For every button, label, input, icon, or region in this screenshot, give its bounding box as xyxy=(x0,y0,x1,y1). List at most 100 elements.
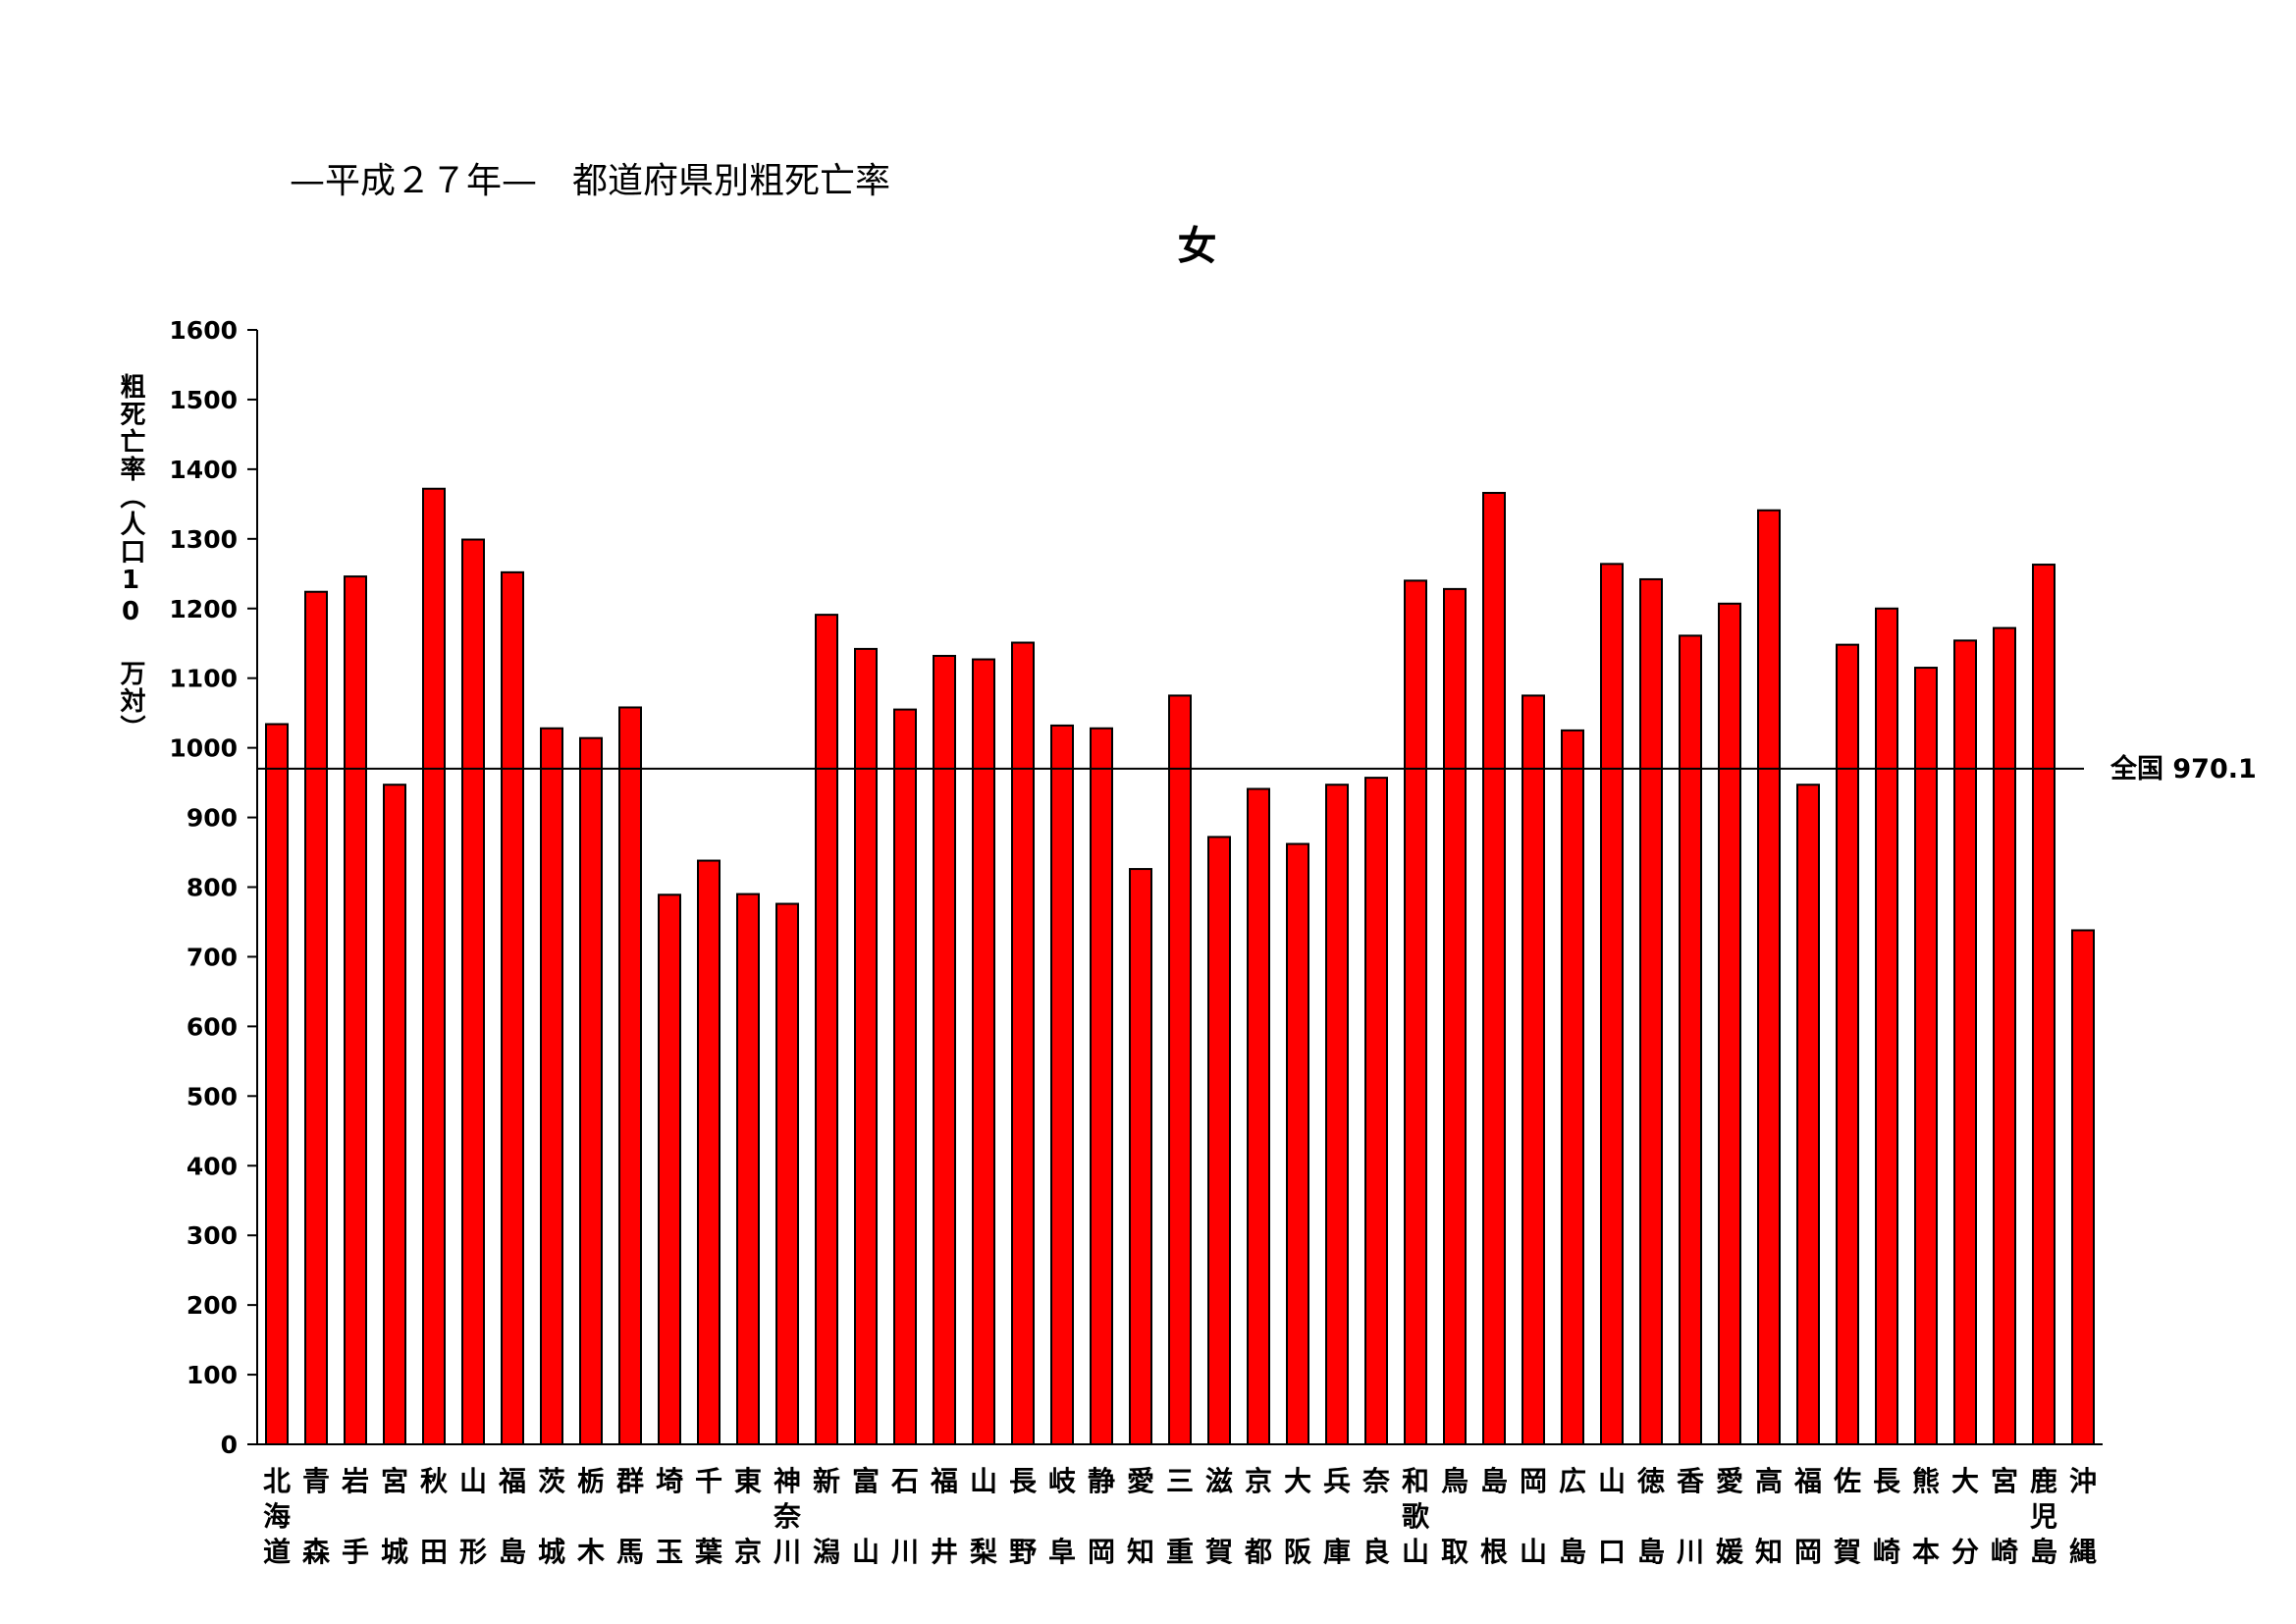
x-tick-label: 広島 xyxy=(1559,1465,1586,1568)
bar-神奈川 xyxy=(775,902,799,1445)
bar-福井 xyxy=(933,654,956,1445)
x-tick-label: 徳島 xyxy=(1636,1465,1665,1568)
x-tick-label: 神奈川 xyxy=(773,1465,802,1568)
y-tick-label: 0 xyxy=(221,1431,238,1459)
x-tick-label: 宮崎 xyxy=(1991,1465,2018,1568)
x-tick-label: 岡山 xyxy=(1520,1465,1547,1568)
y-tick-label: 500 xyxy=(187,1082,238,1110)
x-tick-label: 山梨 xyxy=(970,1465,997,1568)
bar-香川 xyxy=(1679,634,1702,1445)
bar-大阪 xyxy=(1286,842,1309,1445)
y-tick-label: 1400 xyxy=(169,456,238,484)
x-tick-label: 高知 xyxy=(1755,1465,1783,1568)
bar-愛知 xyxy=(1129,868,1152,1445)
bar-岩手 xyxy=(344,575,367,1445)
x-tick-label: 佐賀 xyxy=(1833,1465,1861,1568)
x-axis-tick-labels: 北海道青森岩手宮城秋田山形福島茨城栃木群馬埼玉千葉東京神奈川新潟富山石川福井山梨… xyxy=(263,1465,2097,1568)
x-tick-label: 秋田 xyxy=(420,1465,449,1568)
bar-大分 xyxy=(1953,639,1977,1445)
y-tick-label: 1000 xyxy=(169,734,238,763)
bar-埼玉 xyxy=(658,893,681,1445)
bars xyxy=(265,487,2095,1445)
x-tick-label: 東京 xyxy=(734,1465,762,1568)
y-tick-label: 600 xyxy=(187,1012,238,1041)
bar-広島 xyxy=(1561,729,1584,1445)
x-tick-label: 奈良 xyxy=(1362,1465,1391,1568)
x-tick-label: 石川 xyxy=(890,1465,919,1568)
bar-北海道 xyxy=(265,723,289,1445)
y-tick-label: 1300 xyxy=(169,525,238,554)
x-tick-label: 滋賀 xyxy=(1204,1465,1233,1568)
x-tick-label: 島根 xyxy=(1480,1465,1508,1568)
bar-石川 xyxy=(893,708,917,1445)
y-tick-label: 1500 xyxy=(169,386,238,414)
chart-title: 女 xyxy=(1177,224,1217,269)
bar-愛媛 xyxy=(1718,602,1741,1445)
national-average-label: 全国 970.1 xyxy=(2109,753,2257,785)
y-tick-label: 300 xyxy=(187,1221,238,1250)
y-tick-label: 800 xyxy=(187,874,238,902)
bar-栃木 xyxy=(579,736,603,1445)
y-axis-ticks: 0 100 200 300 400 500 600 700 800 900 1000 1100 1200… xyxy=(169,316,257,1459)
x-tick-label: 鹿児島 xyxy=(2030,1465,2057,1568)
x-tick-label: 千葉 xyxy=(694,1465,723,1568)
bar-熊本 xyxy=(1914,667,1938,1445)
bar-群馬 xyxy=(618,706,642,1445)
x-tick-label: 岐阜 xyxy=(1048,1465,1076,1568)
bar-福岡 xyxy=(1796,784,1820,1445)
bar-京都 xyxy=(1247,787,1270,1445)
bar-岐阜 xyxy=(1050,724,1074,1445)
x-tick-label: 熊本 xyxy=(1912,1465,1940,1568)
x-tick-label: 新潟 xyxy=(813,1465,840,1568)
bar-宮崎 xyxy=(1993,626,2016,1445)
bar-長崎 xyxy=(1875,607,1898,1445)
y-tick-label: 1600 xyxy=(169,316,238,345)
x-tick-label: 栃木 xyxy=(576,1465,605,1568)
y-tick-label: 700 xyxy=(187,943,238,971)
y-tick-label: 200 xyxy=(187,1291,238,1320)
bar-滋賀 xyxy=(1207,836,1231,1445)
bar-島根 xyxy=(1482,491,1506,1445)
y-tick-label: 1100 xyxy=(169,665,238,693)
x-tick-label: 宮城 xyxy=(381,1465,408,1568)
bar-奈良 xyxy=(1364,777,1388,1445)
x-tick-label: 大阪 xyxy=(1284,1465,1311,1568)
x-tick-label: 香川 xyxy=(1677,1465,1704,1568)
x-tick-label: 静岡 xyxy=(1088,1465,1115,1568)
y-axis-label: 粗死亡率（人口10 万対） xyxy=(116,373,145,742)
bar-高知 xyxy=(1757,509,1781,1445)
x-tick-label: 愛知 xyxy=(1127,1465,1154,1568)
bar-長野 xyxy=(1011,641,1035,1445)
bar-新潟 xyxy=(815,614,838,1445)
x-tick-label: 長野 xyxy=(1009,1465,1038,1568)
bar-沖縄 xyxy=(2071,929,2095,1445)
x-tick-label: 福岡 xyxy=(1793,1465,1822,1568)
bar-和歌山 xyxy=(1404,579,1427,1445)
x-tick-label: 北海道 xyxy=(263,1465,291,1568)
x-tick-label: 福井 xyxy=(930,1465,958,1568)
x-tick-label: 和歌山 xyxy=(1402,1465,1430,1568)
x-tick-label: 三重 xyxy=(1166,1465,1194,1568)
x-tick-label: 鳥取 xyxy=(1441,1465,1468,1568)
bar-徳島 xyxy=(1639,577,1663,1445)
x-tick-label: 岩手 xyxy=(341,1465,369,1568)
x-tick-label: 愛媛 xyxy=(1716,1465,1744,1568)
bar-山形 xyxy=(461,538,485,1445)
x-tick-label: 福島 xyxy=(498,1465,526,1568)
bar-福島 xyxy=(501,570,524,1445)
bar-岡山 xyxy=(1522,694,1545,1445)
y-tick-label: 100 xyxy=(187,1361,238,1389)
bar-宮城 xyxy=(383,784,406,1445)
bar-三重 xyxy=(1168,694,1192,1445)
x-tick-label: 大分 xyxy=(1951,1465,1979,1568)
y-tick-label: 1200 xyxy=(169,595,238,623)
page-header-title: —平成２７年— 都道府県別粗死亡率 xyxy=(290,161,891,201)
x-tick-label: 長崎 xyxy=(1873,1465,1901,1568)
x-tick-label: 沖縄 xyxy=(2069,1465,2097,1568)
bar-千葉 xyxy=(697,859,721,1445)
x-tick-label: 青森 xyxy=(302,1465,331,1568)
x-tick-label: 埼玉 xyxy=(656,1465,683,1568)
bar-兵庫 xyxy=(1325,784,1349,1445)
bar-茨城 xyxy=(540,727,563,1445)
